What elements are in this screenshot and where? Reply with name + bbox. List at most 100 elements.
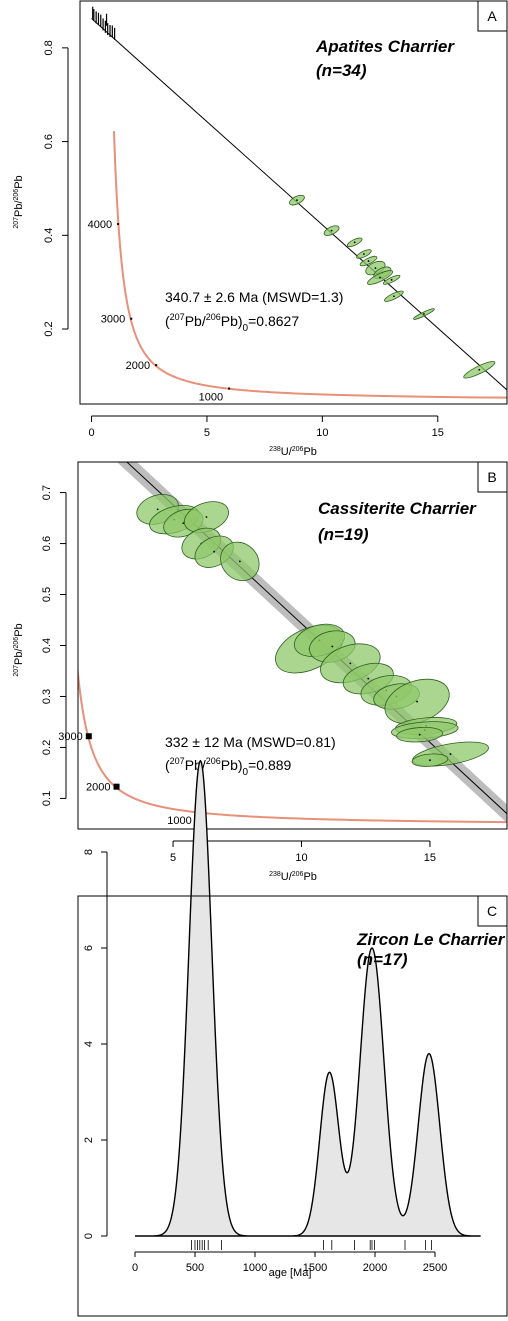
- x-tick-label: 15: [424, 852, 436, 864]
- y-tick-label: 8: [83, 849, 95, 855]
- panel-a-frame: [79, 0, 508, 405]
- ellipse-center-dot: [349, 662, 352, 665]
- panel-c-x-axis-label: age [Ma]: [269, 1267, 312, 1279]
- concordia-age-label: 1000: [167, 815, 191, 827]
- panel-b-concordia-chart: 3000 2000 1000 5 10 15 0.1 0.2 0.3 0.4 0.5 0.6 0.7 B…: [13, 461, 508, 883]
- concordia-age-label: 1000: [199, 392, 223, 404]
- concordia-age-tick: [117, 223, 120, 226]
- panel-a-title: Apatites Charrier: [315, 37, 455, 56]
- y-tick-label: 0.7: [41, 485, 53, 500]
- concordia-age-tick: [113, 783, 120, 790]
- y-tick-label: 0.3: [41, 689, 53, 704]
- concordia-curve: [112, 131, 507, 399]
- kde-density-curve: [135, 759, 481, 1237]
- ellipse-center-dot: [362, 253, 365, 255]
- panel-a-plot-area: 4000 3000 2000 1000 0 5 10 15 0.2 0.4 0.6 0.8: [43, 6, 507, 439]
- y-tick-label: 0.2: [43, 321, 55, 336]
- y-tick-label: 0.4: [43, 228, 55, 243]
- regression-line: [126, 462, 507, 815]
- panel-b-frame: [77, 461, 508, 830]
- panel-b-plot-area: 3000 2000 1000 5 10 15 0.1 0.2 0.3 0.4 0.5 0.6 0.7: [41, 462, 507, 864]
- panel-c-letter: C: [487, 903, 497, 919]
- ellipse-center-dot: [393, 295, 395, 298]
- x-tick-label: 1000: [243, 1262, 267, 1274]
- x-tick-label: 0: [132, 1262, 138, 1274]
- y-tick-label: 4: [83, 1041, 95, 1047]
- y-tick-label: 0.6: [43, 134, 55, 149]
- panel-a-age-text: 340.7 ± 2.6 Ma (MSWD=1.3): [165, 289, 343, 305]
- panel-a-letter: A: [487, 8, 497, 24]
- concordia-age-label: 3000: [58, 731, 82, 743]
- ellipse-center-dot: [416, 700, 418, 703]
- ellipse-center-dot: [330, 229, 333, 232]
- panel-b-title: Cassiterite Charrier: [318, 499, 477, 518]
- panel-b-letter: B: [487, 469, 496, 485]
- concordia-age-label: 4000: [88, 219, 112, 231]
- y-tick-label: 2: [83, 1137, 95, 1143]
- x-tick-label: 15: [432, 427, 444, 439]
- panel-a-concordia-chart: 4000 3000 2000 1000 0 5 10 15 0.2 0.4 0.6 0.8 A Apa…: [13, 0, 508, 458]
- concordia-age-tick: [85, 733, 92, 740]
- ellipse-center-dot: [205, 516, 208, 518]
- concordia-age-label: 2000: [86, 782, 110, 794]
- concordia-age-tick: [155, 364, 158, 367]
- y-tick-label: 0.5: [41, 587, 53, 602]
- panel-a-subtitle: (n=34): [316, 61, 367, 80]
- y-tick-label: 0.1: [41, 791, 53, 806]
- y-tick-label: 0: [83, 1233, 95, 1239]
- panel-a-initial-ratio: (207Pb/206Pb)0=0.8627: [165, 312, 299, 334]
- y-tick-label: 6: [83, 945, 95, 951]
- ellipse-center-dot: [374, 267, 377, 270]
- ellipse-center-dot: [353, 241, 356, 244]
- panel-c-subtitle: (n=17): [357, 950, 408, 969]
- y-tick-label: 0.4: [41, 638, 53, 653]
- ellipse-center-dot: [429, 759, 431, 762]
- x-tick-label: 5: [170, 852, 176, 864]
- ellipse-center-dot: [379, 276, 381, 279]
- x-tick-label: 10: [316, 427, 328, 439]
- concordia-age-tick: [228, 387, 231, 390]
- panel-b-initial-ratio: (207Pb/206Pb)0=0.889: [165, 756, 292, 778]
- ellipse-center-dot: [418, 733, 421, 736]
- ellipse-center-dot: [238, 560, 241, 563]
- panel-c-letter-box: [477, 895, 508, 927]
- x-tick-label: 10: [295, 852, 307, 864]
- panel-c-plot-area: 0 500 1000 1500 2000 2500 0 2 4 6 8: [83, 759, 481, 1274]
- x-tick-label: 1500: [303, 1262, 327, 1274]
- ellipse-center-dot: [423, 313, 425, 315]
- ellipse-center-dot: [156, 508, 159, 511]
- ellipse-center-dot: [182, 522, 185, 525]
- x-tick-label: 500: [186, 1262, 204, 1274]
- ellipse-center-dot: [478, 368, 481, 371]
- x-tick-label: 0: [88, 427, 94, 439]
- ellipse-center-dot: [296, 199, 298, 202]
- y-tick-label: 0.2: [41, 740, 53, 755]
- panel-c-frame: [77, 895, 508, 1317]
- plot-inner: [78, 462, 507, 824]
- panel-b-subtitle: (n=19): [318, 525, 369, 544]
- ellipse-center-dot: [367, 677, 370, 680]
- panel-a-x-axis-label: 238U/206Pb: [269, 446, 317, 458]
- ellipse-center-dot: [213, 550, 216, 553]
- y-tick-label: 0.6: [41, 536, 53, 551]
- ellipse-center-dot: [331, 645, 334, 648]
- y-tick-label: 0.8: [43, 40, 55, 55]
- panel-c-title: Zircon Le Charrier: [356, 930, 506, 949]
- panel-a-letter-box: [477, 0, 508, 32]
- panel-b-age-text: 332 ± 12 Ma (MSWD=0.81): [165, 734, 336, 750]
- panel-b-x-axis-label: 238U/206Pb: [269, 871, 317, 883]
- concordia-age-tick: [130, 317, 133, 320]
- ellipse-center-dot: [449, 753, 452, 755]
- plot-inner: [91, 6, 507, 399]
- panel-b-y-axis-label: 207Pb/206Pb: [13, 623, 25, 676]
- regression-line: [91, 18, 507, 391]
- panel-c-kde-chart: 0 500 1000 1500 2000 2500 0 2 4 6 8 C Zircon Le Ch…: [77, 759, 508, 1317]
- ellipse-center-dot: [390, 278, 393, 281]
- concordia-curve: [78, 664, 507, 824]
- panel-b-letter-box: [477, 461, 508, 493]
- panel-a-y-axis-label: 207Pb/206Pb: [13, 175, 25, 228]
- concordia-age-label: 2000: [126, 360, 150, 372]
- x-tick-label: 2500: [423, 1262, 447, 1274]
- x-tick-label: 2000: [363, 1262, 387, 1274]
